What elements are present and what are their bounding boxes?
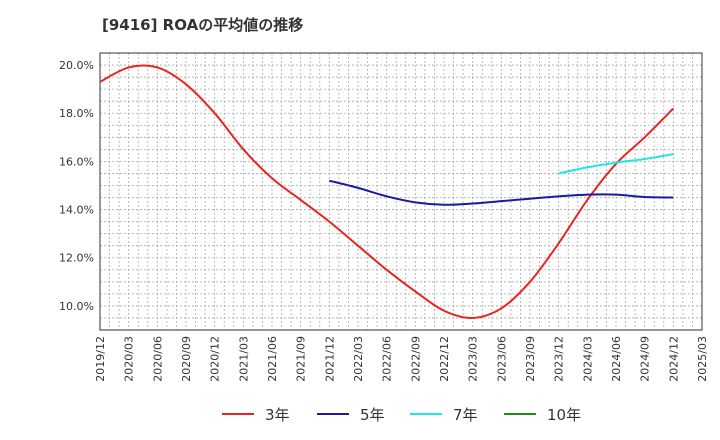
x-tick-label: 2020/09 [180,336,193,382]
x-tick-label: 2023/12 [553,336,566,382]
legend-label: 5年 [360,406,385,424]
x-tick-label: 2023/06 [495,336,508,382]
x-tick-label: 2020/12 [209,336,222,382]
x-tick-label: 2024/06 [610,336,623,382]
series-line-1 [99,64,675,319]
x-tick-label: 2022/03 [352,336,365,382]
x-tick-label: 2025/03 [696,336,709,382]
plot-frame [99,52,703,331]
x-tick-label: 2024/09 [639,336,652,382]
x-tick-label: 2023/09 [524,336,537,382]
x-tick-label: 2024/03 [581,336,594,382]
x-tick-label: 2022/06 [381,336,394,382]
x-tick-label: 2024/12 [667,336,680,382]
legend-label: 10年 [547,406,581,424]
chart-title: [9416] ROAの平均値の推移 [102,16,304,34]
series-line-3 [558,153,674,175]
y-tick-label: 14.0% [59,204,94,217]
x-tick-label: 2023/03 [467,336,480,382]
y-tick-label: 16.0% [59,155,94,168]
y-tick-label: 10.0% [59,300,94,313]
x-tick-label: 2021/06 [266,336,279,382]
x-tick-label: 2022/09 [409,336,422,382]
x-tick-label: 2021/12 [323,336,336,382]
x-tick-label: 2022/12 [438,336,451,382]
series-line-2 [329,179,674,206]
x-tick-label: 2021/03 [237,336,250,382]
y-tick-label: 18.0% [59,107,94,120]
x-tick-label: 2020/03 [123,336,136,382]
plot-area [100,53,702,330]
legend-label: 7年 [453,406,478,424]
y-tick-label: 12.0% [59,252,94,265]
x-tick-label: 2019/12 [94,336,107,382]
x-tick-label: 2021/09 [295,336,308,382]
x-tick-label: 2020/06 [151,336,164,382]
legend-label: 3年 [265,406,290,424]
y-tick-label: 20.0% [59,59,94,72]
